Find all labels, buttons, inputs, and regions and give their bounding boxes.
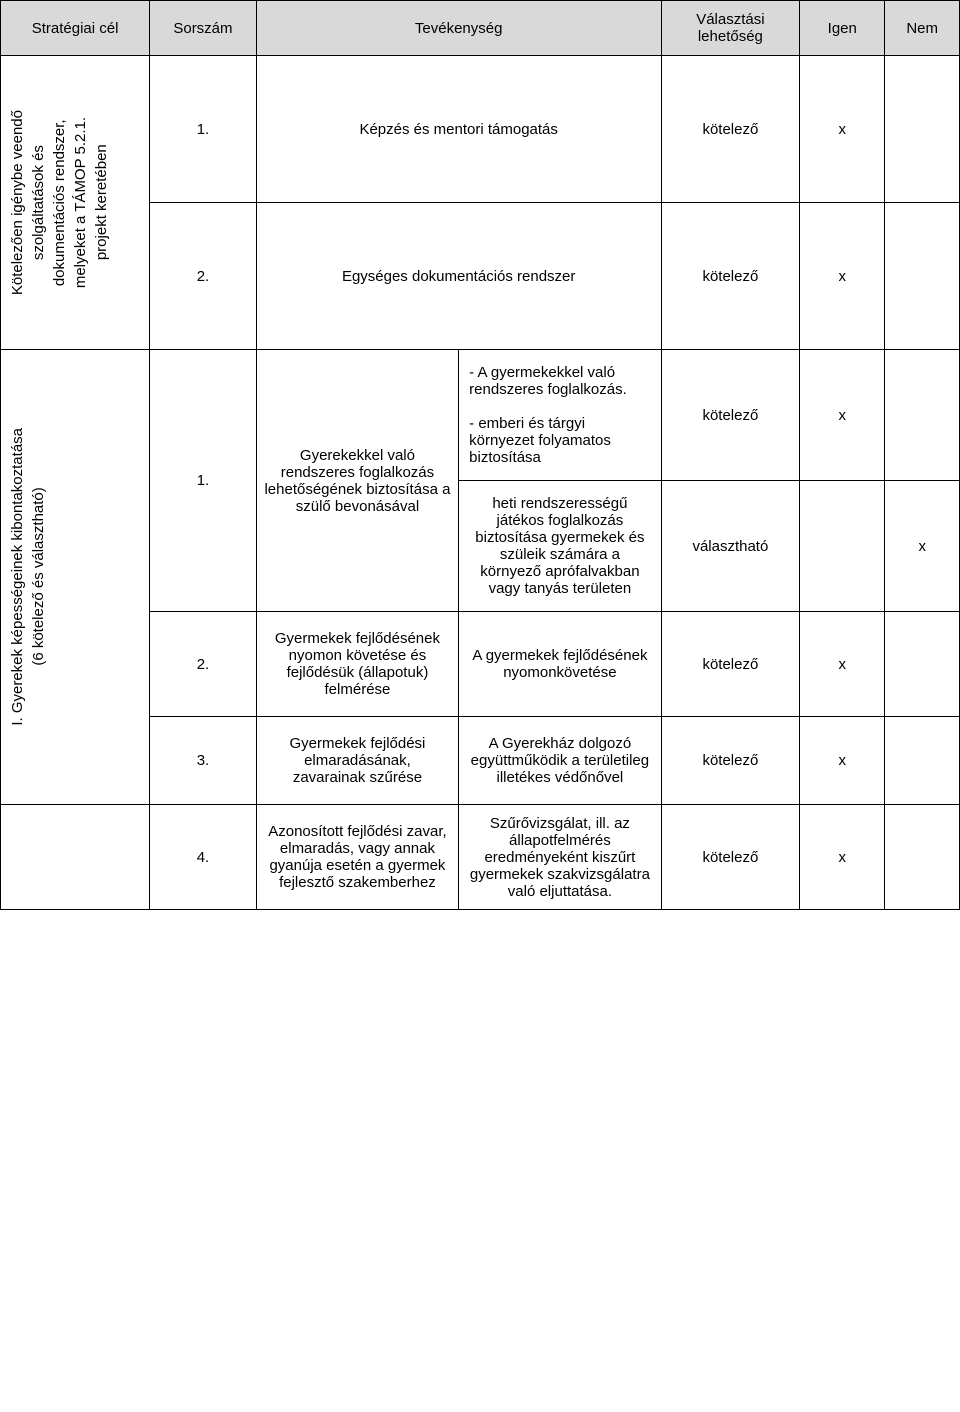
option-cell: kötelező [661,203,800,350]
num-cell: 1. [150,56,257,203]
no-cell: x [885,481,960,612]
goal-cell-empty [1,805,150,910]
option-cell: kötelező [661,56,800,203]
sub-cell: Szűrővizsgálat, ill. az állapotfelmérés … [459,805,661,910]
goal-text-1: Kötelezően igénybe veendő szolgáltatások… [7,110,112,295]
no-cell [885,203,960,350]
sub-cell: - A gyermekekkel való rendszeres foglalk… [459,350,661,481]
yes-cell: x [800,612,885,717]
no-cell [885,612,960,717]
num-cell: 1. [150,350,257,612]
yes-cell: x [800,56,885,203]
activity-cell: Képzés és mentori támogatás [256,56,661,203]
option-cell: kötelező [661,612,800,717]
num-cell: 2. [150,203,257,350]
num-cell: 3. [150,717,257,805]
sub-cell: heti rendszerességű játékos foglalkozás … [459,481,661,612]
activity-cell: Gyermekek fejlődésének nyomon követése é… [256,612,458,717]
header-no: Nem [885,1,960,56]
strategy-table: Stratégiai cél Sorszám Tevékenység Válas… [0,0,960,910]
table-row: 4. Azonosított fejlődési zavar, elmaradá… [1,805,960,910]
no-cell [885,56,960,203]
activity-cell: Gyerekekkel való rendszeres foglalkozás … [256,350,458,612]
yes-cell: x [800,717,885,805]
num-cell: 4. [150,805,257,910]
header-activity: Tevékenység [256,1,661,56]
yes-cell: x [800,203,885,350]
option-cell: választható [661,481,800,612]
goal-cell-2: I. Gyerekek képességeinek kibontakoztatá… [1,350,150,805]
activity-cell: Gyermekek fejlődési elmaradásának, zavar… [256,717,458,805]
yes-cell: x [800,350,885,481]
table-row: I. Gyerekek képességeinek kibontakoztatá… [1,350,960,481]
yes-cell [800,481,885,612]
goal-cell-1: Kötelezően igénybe veendő szolgáltatások… [1,56,150,350]
header-yes: Igen [800,1,885,56]
sub-cell: A gyermekek fejlődésének nyomonkövetése [459,612,661,717]
option-cell: kötelező [661,717,800,805]
header-num: Sorszám [150,1,257,56]
table-row: Kötelezően igénybe veendő szolgáltatások… [1,56,960,203]
table-header-row: Stratégiai cél Sorszám Tevékenység Válas… [1,1,960,56]
no-cell [885,805,960,910]
option-cell: kötelező [661,805,800,910]
activity-cell: Azonosított fejlődési zavar, elmaradás, … [256,805,458,910]
no-cell [885,717,960,805]
header-goal: Stratégiai cél [1,1,150,56]
activity-cell: Egységes dokumentációs rendszer [256,203,661,350]
header-option: Választási lehetőség [661,1,800,56]
goal-text-2: I. Gyerekek képességeinek kibontakoztatá… [7,428,49,726]
yes-cell: x [800,805,885,910]
sub-cell: A Gyerekház dolgozó együttműködik a terü… [459,717,661,805]
num-cell: 2. [150,612,257,717]
option-cell: kötelező [661,350,800,481]
no-cell [885,350,960,481]
